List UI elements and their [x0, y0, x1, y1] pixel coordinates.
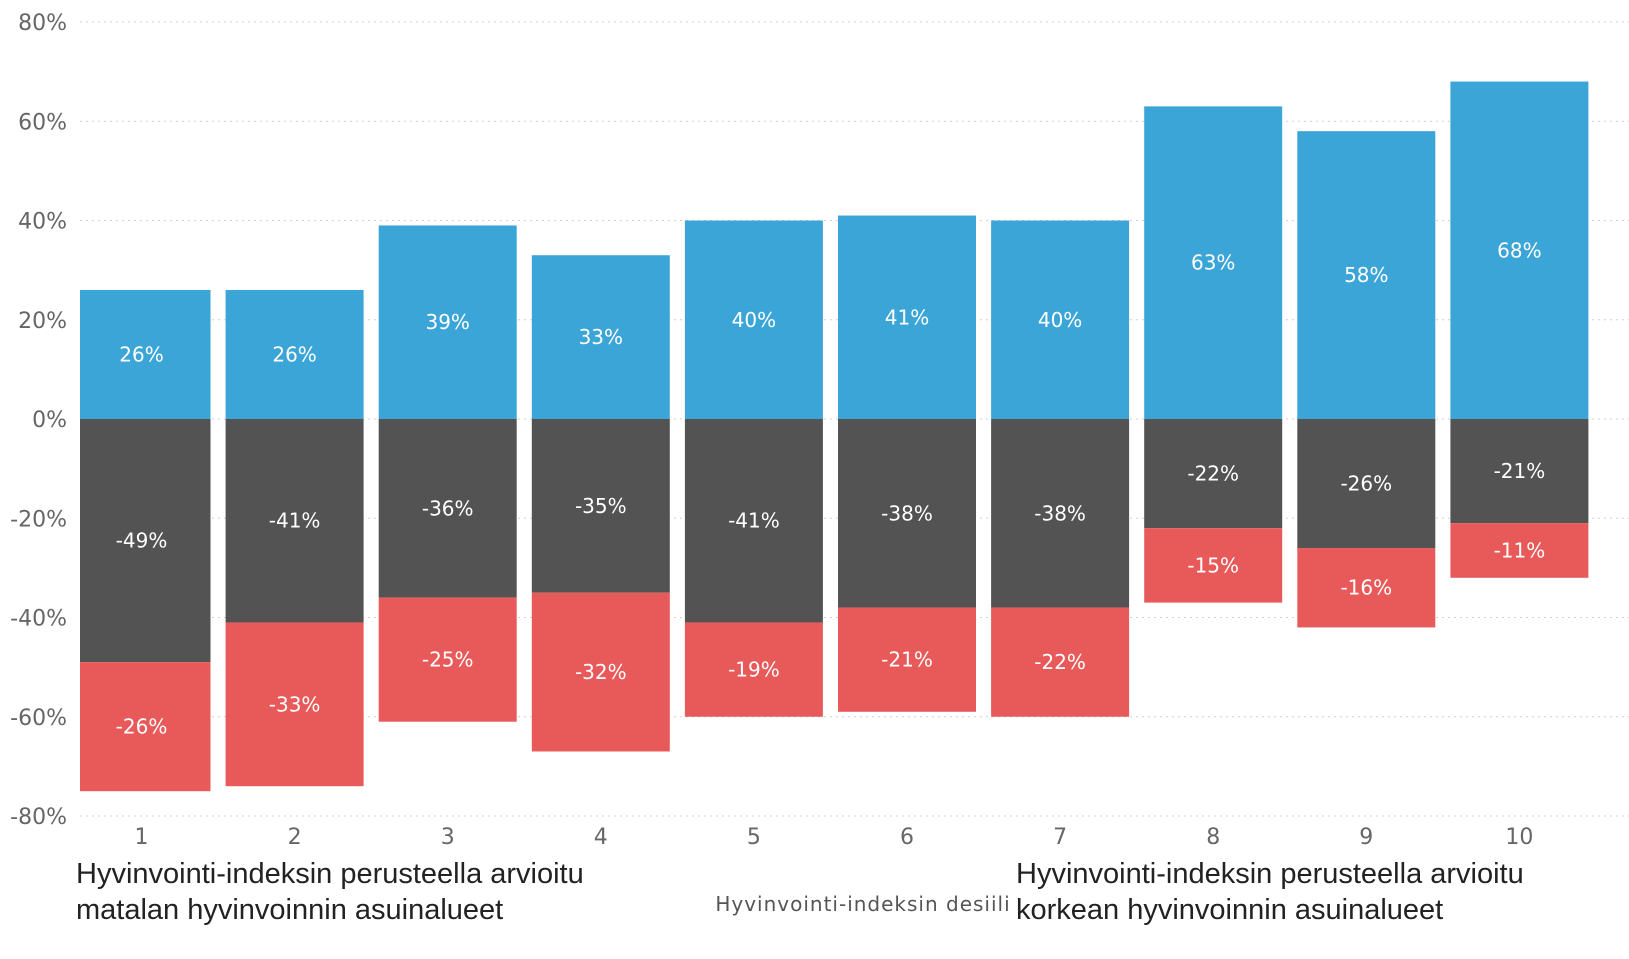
bar-segment — [225, 289, 364, 419]
annotation-high-wellbeing: Hyvinvointi-indeksin perusteella arvioit… — [1016, 856, 1524, 928]
bar-segment — [1450, 523, 1589, 578]
data-label: 39% — [425, 310, 469, 334]
bar-labels: 26% -49% -26% 26% -41% -33% 39% -36% -25% 33% -35%… — [116, 238, 1546, 738]
y-tick-label: -20% — [10, 507, 67, 532]
data-label: 41% — [885, 305, 929, 329]
data-label: -22% — [1034, 650, 1086, 674]
bar-segment — [838, 419, 976, 608]
data-label: 40% — [1038, 308, 1082, 332]
bar-segment — [1450, 81, 1589, 420]
x-axis-title: Hyvinvointi-indeksin desiili — [715, 892, 1010, 916]
x-tick-label: 8 — [1206, 825, 1220, 850]
y-tick-label: -40% — [10, 607, 67, 632]
x-tick-label: 4 — [594, 825, 608, 850]
bar-segment — [1144, 419, 1283, 529]
bar-segment — [378, 597, 517, 722]
annotation-line: Hyvinvointi-indeksin perusteella arvioit… — [76, 858, 584, 890]
x-tick-label: 1 — [135, 825, 149, 850]
data-label: -32% — [575, 660, 627, 684]
bar-segment — [838, 607, 976, 712]
data-label: -26% — [116, 715, 168, 739]
data-label: -38% — [881, 501, 933, 525]
y-tick-label: -60% — [10, 706, 67, 731]
bar-segment — [838, 215, 976, 419]
data-label: -19% — [728, 658, 780, 682]
data-label: 33% — [579, 325, 623, 349]
x-tick-label: 3 — [441, 825, 455, 850]
bar-segment — [80, 419, 211, 663]
data-label: -22% — [1187, 462, 1239, 486]
x-tick-label: 6 — [900, 825, 914, 850]
data-label: 26% — [272, 342, 316, 366]
data-label: 68% — [1497, 238, 1541, 262]
bar-segment — [378, 225, 517, 419]
bar-segment — [1450, 419, 1589, 524]
y-tick-label: 20% — [18, 309, 67, 334]
y-tick-label: 60% — [18, 110, 67, 135]
x-tick-label: 10 — [1505, 825, 1533, 850]
data-label: -25% — [422, 648, 474, 672]
annotation-low-wellbeing: Hyvinvointi-indeksin perusteella arvioit… — [76, 856, 584, 928]
y-axis-ticks: 80% 60% 40% 20% 0% -20% -40% -60% -80% — [10, 11, 67, 830]
annotation-line: matalan hyvinvoinnin asuinalueet — [76, 894, 504, 926]
x-tick-label: 7 — [1053, 825, 1067, 850]
bar-segment — [991, 607, 1130, 717]
data-label: -21% — [881, 648, 933, 672]
bar-segment — [378, 419, 517, 598]
data-label: -35% — [575, 494, 627, 518]
bar-segment — [531, 255, 670, 419]
y-tick-label: 0% — [32, 408, 67, 433]
data-label: -41% — [269, 509, 321, 533]
bar-segment — [531, 419, 670, 593]
bar-segment — [684, 220, 823, 419]
bar-segment — [991, 419, 1130, 608]
data-label: -26% — [1340, 472, 1392, 496]
annotation-line: Hyvinvointi-indeksin perusteella arvioit… — [1016, 858, 1524, 890]
data-label: -49% — [116, 529, 168, 553]
bar-segment — [684, 622, 823, 717]
bar-segment — [225, 622, 364, 787]
bar-segment — [1297, 548, 1436, 628]
y-tick-label: 80% — [18, 11, 67, 36]
bar-segment — [225, 419, 364, 623]
data-label: 26% — [119, 342, 163, 366]
bars — [80, 81, 1589, 792]
data-label: -15% — [1187, 553, 1239, 577]
x-tick-label: 5 — [747, 825, 761, 850]
data-label: 58% — [1344, 263, 1388, 287]
data-label: -21% — [1494, 459, 1546, 483]
data-label: -41% — [728, 509, 780, 533]
data-label: -11% — [1494, 539, 1546, 563]
data-label: -16% — [1340, 576, 1392, 600]
y-tick-label: -80% — [10, 805, 67, 830]
bar-segment — [684, 419, 823, 623]
bar-segment — [991, 220, 1130, 419]
bar-segment — [1144, 106, 1283, 420]
x-tick-label: 2 — [288, 825, 302, 850]
data-label: -36% — [422, 496, 474, 520]
data-label: 63% — [1191, 251, 1235, 275]
data-label: 40% — [732, 308, 776, 332]
data-label: -33% — [269, 692, 321, 716]
bar-segment — [1297, 131, 1436, 420]
x-axis-ticks: 1 2 3 4 5 6 7 8 9 10 — [135, 825, 1534, 850]
x-tick-label: 9 — [1359, 825, 1373, 850]
data-label: -38% — [1034, 501, 1086, 525]
bar-segment — [531, 592, 670, 752]
y-tick-label: 40% — [18, 210, 67, 235]
bar-segment — [80, 289, 211, 419]
annotation-line: korkean hyvinvoinnin asuinalueet — [1016, 894, 1444, 926]
bar-segment — [80, 662, 211, 792]
bar-segment — [1144, 528, 1283, 603]
bar-segment — [1297, 419, 1436, 549]
